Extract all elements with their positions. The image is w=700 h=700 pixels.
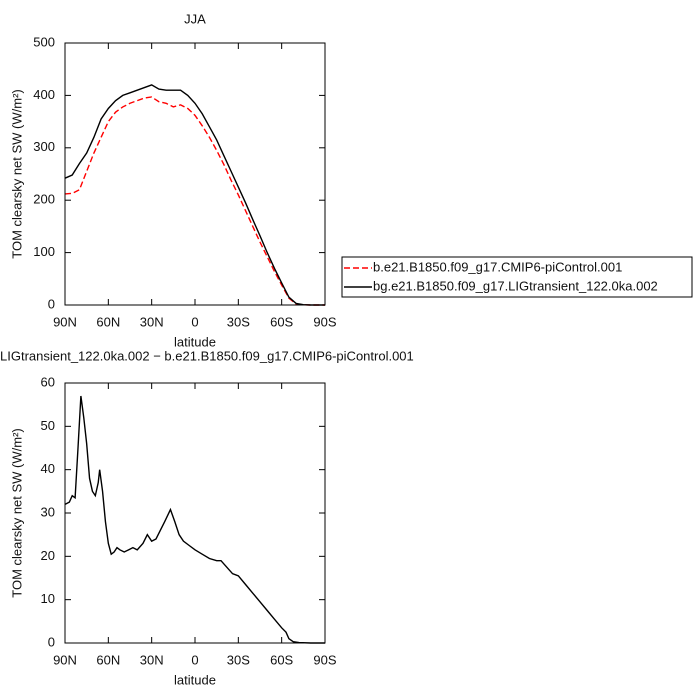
y-tick-label: 60 xyxy=(41,374,55,389)
y-tick-label: 400 xyxy=(33,87,55,102)
x-tick-label: 60S xyxy=(270,652,293,667)
x-tick-label: 90N xyxy=(53,314,77,329)
x-tick-label: 90S xyxy=(313,652,336,667)
x-tick-label: 30S xyxy=(227,314,250,329)
y-axis-label: TOM clearsky net SW (W/m²) xyxy=(9,89,24,258)
data-line xyxy=(64,84,325,306)
y-tick-label: 300 xyxy=(33,139,55,154)
y-tick-label: 40 xyxy=(41,461,55,476)
data-line xyxy=(64,395,325,644)
y-tick-label: 50 xyxy=(41,418,55,433)
y-axis-label: TOM clearsky net SW (W/m²) xyxy=(9,428,24,597)
data-line xyxy=(64,96,325,306)
x-tick-label: 0 xyxy=(191,314,198,329)
y-tick-label: 0 xyxy=(48,296,55,311)
plot-frame xyxy=(64,382,326,644)
y-tick-label: 100 xyxy=(33,244,55,259)
legend-label: bg.e21.B1850.f09_g17.LIGtransient_122.0k… xyxy=(373,278,658,293)
x-tick-label: 30S xyxy=(227,652,250,667)
x-tick-label: 30N xyxy=(140,652,164,667)
x-tick-label: 60N xyxy=(96,314,120,329)
x-tick-label: 60S xyxy=(270,314,293,329)
y-tick-label: 500 xyxy=(33,34,55,49)
x-axis-label: latitude xyxy=(174,672,216,687)
chart-title: JJA xyxy=(184,11,206,26)
legend-box xyxy=(341,256,693,298)
x-tick-label: 90S xyxy=(313,314,336,329)
y-tick-label: 20 xyxy=(41,548,55,563)
x-tick-label: 90N xyxy=(53,652,77,667)
x-tick-label: 60N xyxy=(96,652,120,667)
y-tick-label: 10 xyxy=(41,591,55,606)
y-tick-label: 0 xyxy=(48,634,55,649)
y-tick-label: 200 xyxy=(33,192,55,207)
chart-title: LIGtransient_122.0ka.002 − b.e21.B1850.f… xyxy=(0,348,414,363)
y-tick-label: 30 xyxy=(41,504,55,519)
plot-frame xyxy=(64,42,326,306)
x-axis-label: latitude xyxy=(174,334,216,349)
legend-label: b.e21.B1850.f09_g17.CMIP6-piControl.001 xyxy=(373,259,622,274)
x-tick-label: 0 xyxy=(191,652,198,667)
x-tick-label: 30N xyxy=(140,314,164,329)
